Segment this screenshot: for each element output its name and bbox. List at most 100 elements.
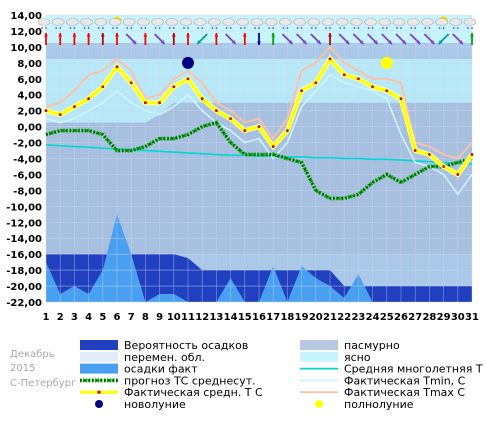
cloud-icon: [449, 18, 463, 26]
precip-dot-icon: [144, 27, 147, 29]
x-tick-label: 23: [351, 312, 365, 323]
cloud-icon: [122, 18, 136, 26]
y-tick-label: 0,00: [17, 123, 42, 134]
precip-dot-icon: [400, 27, 402, 29]
cloud-icon: [37, 18, 51, 26]
mean-point: [101, 85, 105, 89]
legend-swatch: [300, 340, 338, 350]
cloud-icon: [293, 18, 306, 26]
precip-dot-icon: [254, 27, 256, 29]
precip-dot-icon: [353, 27, 356, 29]
precip-dot-icon: [258, 27, 260, 29]
mean-point: [342, 73, 346, 77]
legend-label: Фактическая Tmax С: [344, 386, 465, 399]
legend-label: прогноз ТС среднесут.: [124, 374, 256, 387]
wind-arrowhead-icon: [328, 33, 332, 37]
x-tick-label: 9: [156, 312, 163, 323]
legend-label: ясно: [344, 351, 371, 364]
x-tick-label: 13: [209, 312, 223, 323]
weather-icons: [37, 16, 477, 45]
precip-dot-icon: [471, 27, 473, 29]
x-tick-label: 20: [309, 312, 323, 323]
precip-dot-icon: [467, 27, 469, 29]
precip-dot-icon: [282, 27, 285, 29]
y-tick-label: 6,00: [17, 75, 42, 86]
new-moon-marker: [182, 56, 194, 69]
legend-label: Средняя многолетняя Т С: [344, 363, 486, 376]
wind-arrowhead-icon: [86, 33, 91, 37]
cloud-icon: [364, 18, 377, 26]
cloud-icon: [250, 18, 264, 26]
y-tick-label: -16,00: [6, 250, 42, 261]
mean-point: [357, 77, 360, 81]
precip-dot-icon: [55, 27, 58, 29]
y-tick-label: 8,00: [17, 59, 42, 70]
precip-dot-icon: [229, 27, 232, 29]
wind-arrowhead-icon: [438, 40, 443, 44]
precip-dot-icon: [438, 27, 441, 29]
precip-dot-icon: [239, 27, 242, 29]
series-forecast: [45, 121, 473, 200]
cloud-icon: [350, 18, 363, 26]
cloud-icon: [435, 18, 448, 26]
mean-point: [300, 89, 303, 93]
x-tick-label: 4: [85, 312, 92, 323]
precip-dot-icon: [41, 27, 43, 29]
wind-arrowhead-icon: [288, 40, 293, 44]
x-tick-label: 29: [437, 312, 451, 323]
precip-dot-icon: [410, 27, 413, 29]
precip-dot-icon: [456, 27, 459, 29]
y-tick-label: -18,00: [6, 266, 42, 277]
mean-point: [271, 145, 275, 148]
mean-point: [257, 125, 261, 129]
precip-dot-icon: [381, 27, 384, 29]
series-lines: [44, 45, 475, 201]
precip-dot-icon: [154, 27, 157, 29]
cloud-icon: [51, 18, 65, 26]
mean-point: [328, 57, 332, 61]
cloud-icon: [94, 18, 108, 26]
y-tick-label: -20,00: [6, 282, 42, 293]
mean-point: [456, 173, 460, 176]
precip-dot-icon: [414, 27, 417, 29]
precip-dot-icon: [452, 27, 455, 29]
wind-arrowhead-icon: [416, 40, 421, 44]
wind-arrowhead-icon: [373, 40, 378, 44]
series-tmax: [45, 45, 473, 160]
cloud-icon: [66, 18, 79, 26]
precip-dot-icon: [201, 27, 204, 29]
legend-swatch: [97, 390, 101, 394]
wind-arrowhead-icon: [302, 40, 307, 44]
wind-arrowhead-icon: [316, 40, 321, 44]
precip-dot-icon: [343, 27, 346, 29]
legend-swatch: [300, 351, 338, 362]
mean-point: [243, 129, 247, 132]
x-tick-label: 6: [114, 312, 121, 323]
wind-arrowhead-icon: [430, 40, 435, 44]
cloud-icon: [463, 18, 477, 26]
y-tick-label: -8,00: [13, 186, 42, 197]
precip-dot-icon: [310, 27, 313, 29]
x-tick-label: 1: [43, 312, 50, 323]
mean-point: [442, 165, 445, 168]
y-tick-label: -12,00: [6, 218, 42, 229]
wind-arrowhead-icon: [72, 33, 77, 37]
cloud-icon: [307, 18, 321, 26]
precip-dot-icon: [357, 27, 360, 29]
y-tick-label: -22,00: [6, 298, 42, 309]
precip-dot-icon: [59, 27, 62, 29]
mean-point: [413, 149, 417, 152]
corner-month: Декабрь: [10, 349, 55, 360]
wind-arrowhead-icon: [359, 40, 364, 44]
y-tick-label: 2,00: [17, 107, 42, 118]
wind-arrowhead-icon: [271, 33, 276, 37]
x-tick-label: 21: [323, 312, 337, 323]
precip-dot-icon: [197, 27, 200, 29]
legend-label: полнолуние: [344, 398, 414, 411]
precip-dot-icon: [101, 27, 104, 29]
legend-swatch: [315, 400, 323, 408]
corner-caption: Декабрь 2015 С-Петербург: [10, 349, 76, 389]
corner-city: С-Петербург: [10, 378, 76, 389]
y-tick-label: 12,00: [10, 27, 42, 38]
